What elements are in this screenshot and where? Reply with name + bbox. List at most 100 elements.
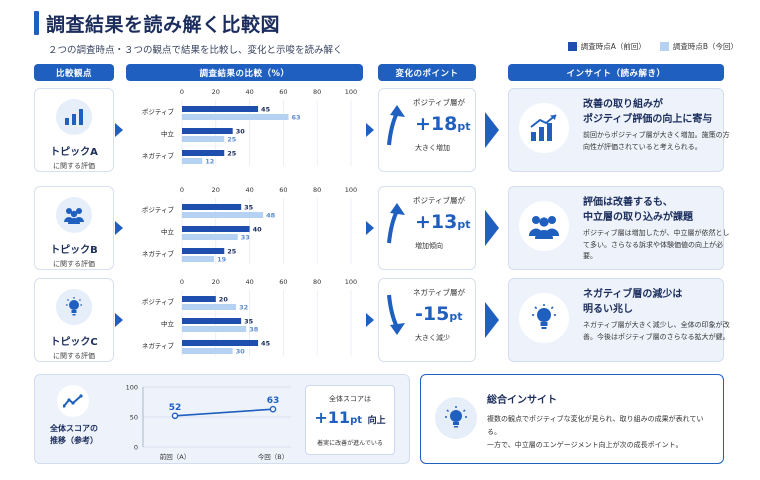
change-desc: 増加傾向 (415, 242, 443, 250)
category-label: 前回（A） (160, 452, 190, 461)
summary-body-line1: 複数の観点でポジティブな変化が見られ、取り組みの成果が表れている。 (487, 415, 704, 436)
data-point (269, 405, 277, 413)
insight-body: ネガティブ層が大きく減少し、全体の印象が改善。今後はポジティブ層のさらなる拡大が… (583, 321, 730, 341)
page-title: 調査結果を読み解く比較図 (46, 14, 281, 36)
tick-label: 60 (279, 278, 287, 286)
summary-title: 総合インサイト (487, 395, 557, 406)
summary-body: 複数の観点でポジティブな変化が見られ、取り組みの成果が表れている。 一方で、中立… (487, 413, 715, 452)
category-label: ポジティブ (142, 107, 175, 116)
data-label: 38 (249, 326, 259, 334)
legend-swatch-b (659, 42, 669, 51)
topic-name: トピックC (50, 337, 98, 348)
insight-title-line1: ネガティブ層の減少は (583, 289, 683, 300)
topic-card-a: トピックA に関する評価 (34, 88, 114, 172)
arrow-right-icon (366, 313, 374, 327)
bar-b (182, 212, 264, 218)
lightbulb-icon (56, 289, 92, 325)
data-label: 35 (244, 204, 254, 212)
insight-card-c: ネガティブ層の減少は 明るい兆しネガティブ層が大きく減少し、全体の印象が改善。今後… (508, 278, 730, 362)
total-value-number: +11 (314, 408, 351, 427)
title-accent-bar (34, 11, 39, 35)
legend-swatch-a (567, 42, 577, 51)
change-value-unit: pt (449, 310, 463, 323)
bar-b (182, 348, 233, 354)
data-label: 25 (227, 248, 237, 256)
change-label: ポジティブ層が (413, 98, 466, 107)
tick-label: 0 (180, 278, 184, 286)
total-value-suffix: 向上 (367, 416, 386, 426)
data-label: 32 (239, 304, 248, 312)
tick-label: 100 (126, 384, 138, 392)
category-label: ネガティブ (142, 249, 175, 258)
insight-title: ネガティブ層の減少は 明るい兆し (583, 287, 733, 317)
tick-label: 100 (345, 278, 357, 286)
topic-name: トピックB (50, 245, 98, 256)
change-label: ポジティブ層が (413, 196, 466, 205)
bar-b (182, 114, 289, 120)
bar-b (182, 256, 215, 262)
insight-title-line2: ポジティブ評価の向上に寄与 (583, 114, 713, 125)
arrow-right-icon (115, 123, 123, 137)
data-label: 30 (236, 348, 246, 356)
arrow-right-icon (115, 221, 123, 235)
tick-label: 40 (245, 278, 253, 286)
data-label: 33 (241, 234, 250, 242)
page-subtitle: ２つの調査時点・３つの観点で結果を比較し、変化と示唆を読み解く (48, 45, 343, 56)
tick-label: 80 (313, 186, 321, 194)
arrow-right-icon (485, 210, 499, 246)
tick-label: 50 (130, 414, 138, 422)
insight-card-b: 評価は改善するも、 中立層の取り込みが課題 ポジティブ層は増加したが、中立層が依然と… (508, 186, 729, 270)
change-value-unit: pt (457, 120, 471, 133)
tick-label: 40 (245, 88, 253, 96)
bar-a (182, 128, 233, 134)
category-label: 中立 (161, 227, 175, 236)
change-value-number: +13 (415, 211, 458, 233)
topic-name: トピックA (50, 147, 98, 158)
summary-body-line2: 一方で、中立層のエンゲージメント向上が次の成長ポイント。 (487, 441, 683, 449)
arrow-right-icon (366, 123, 374, 137)
change-card-c: ネガティブ層が -15pt 大きく減少 (378, 278, 476, 362)
change-value-number: -15 (415, 303, 450, 325)
total-value-unit: pt (350, 415, 363, 426)
category-label: ネガティブ (142, 341, 175, 350)
bar-a (182, 150, 225, 156)
tick-label: 60 (279, 186, 287, 194)
arrow-right-icon (485, 302, 499, 338)
comparison-chart-b: 0 20 40 60 80 100 ポジティブ 35 48 中立 40 33 ネガティブ 25 19 (126, 184, 363, 270)
change-value: -15pt (415, 303, 462, 325)
category-label: ポジティブ (142, 297, 175, 306)
tick-label: 80 (313, 88, 321, 96)
insight-body: 前回からポジティブ層が大きく増加。施策の方向性が評価されていると考えられる。 (583, 131, 730, 151)
bar-b (182, 158, 203, 164)
bar-a (182, 248, 225, 254)
total-value: +11pt 向上 (306, 408, 394, 427)
arrow-down-icon (385, 293, 407, 341)
total-score-box: 全体スコアは +11pt 向上 着実に改善が進んでいる (305, 385, 395, 455)
category-label: 中立 (161, 319, 175, 328)
arrow-right-icon (115, 313, 123, 327)
change-desc: 大きく増加 (415, 144, 450, 152)
data-label: 45 (261, 106, 271, 114)
header-change: 変化のポイント (378, 64, 476, 81)
legend-item-a: 調査時点A（前回） (567, 41, 646, 52)
arrow-right-icon (366, 221, 374, 235)
comparison-chart-c: 0 20 40 60 80 100 ポジティブ 20 32 中立 35 38 ネガティブ 45 30 (126, 276, 363, 362)
change-value: +13pt (415, 211, 471, 233)
growth-chart-icon (519, 103, 569, 153)
tick-label: 20 (212, 278, 220, 286)
insight-title: 改善の取り組みが ポジティブ評価の向上に寄与 (583, 97, 733, 127)
data-point (171, 412, 179, 420)
category-label: 中立 (161, 129, 175, 138)
bar-a (182, 318, 242, 324)
data-label: 63 (291, 114, 300, 122)
data-label: 25 (227, 150, 237, 158)
bar-b (182, 136, 225, 142)
change-card-a: ポジティブ層が +18pt 大きく増加 (378, 88, 476, 172)
header-comparison: 調査結果の比較（%） (126, 64, 363, 81)
topic-card-b: トピックB に関する評価 (34, 186, 114, 270)
data-label: 12 (205, 158, 214, 166)
tick-label: 0 (180, 186, 184, 194)
tick-label: 40 (245, 186, 253, 194)
